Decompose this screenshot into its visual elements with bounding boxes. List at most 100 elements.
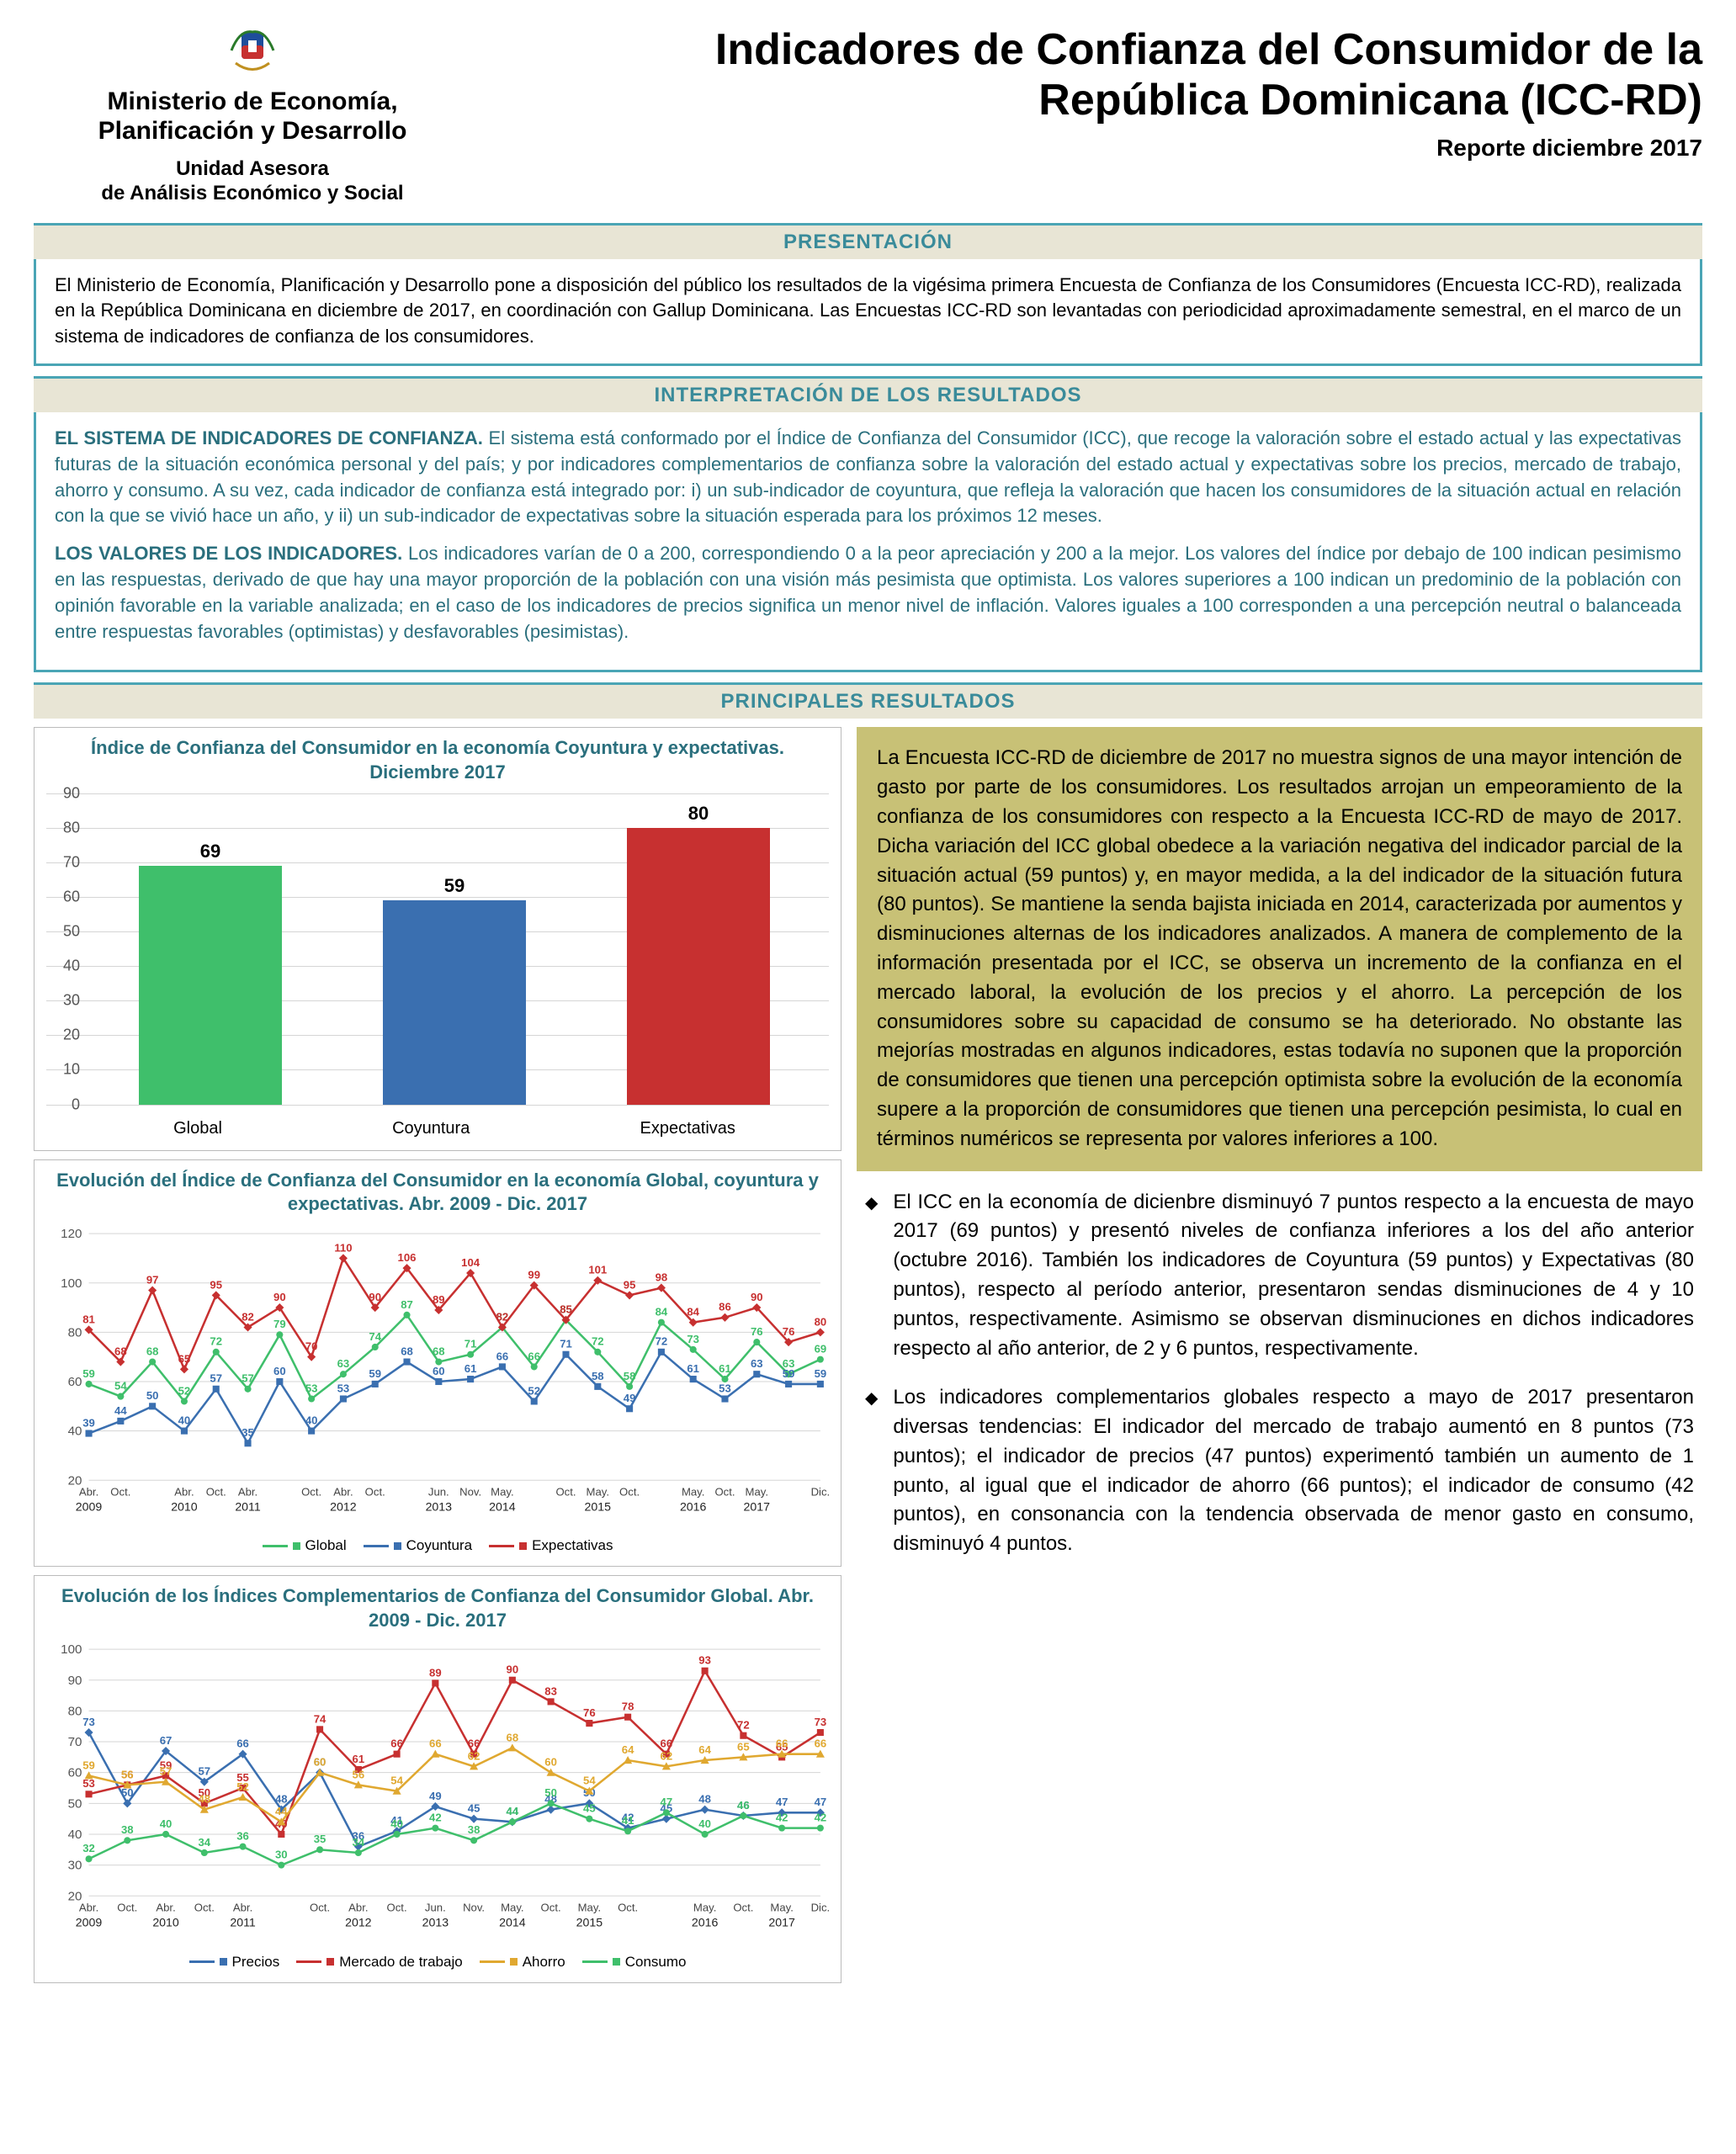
svg-text:40: 40 — [698, 1817, 711, 1830]
svg-text:47: 47 — [776, 1796, 788, 1809]
svg-text:2014: 2014 — [489, 1499, 516, 1513]
svg-text:76: 76 — [583, 1706, 596, 1719]
svg-text:63: 63 — [337, 1357, 350, 1370]
svg-text:62: 62 — [661, 1750, 673, 1763]
charts-column: Índice de Confianza del Consumidor en la… — [34, 727, 841, 1991]
ministry-name: Ministerio de Economía, Planificación y … — [34, 88, 471, 146]
bullet-icon: ◆ — [865, 1387, 878, 1559]
report-date: Reporte diciembre 2017 — [496, 135, 1702, 162]
legend-item: Global — [263, 1537, 347, 1554]
svg-text:70: 70 — [305, 1340, 318, 1352]
svg-text:65: 65 — [178, 1352, 191, 1365]
svg-text:98: 98 — [656, 1271, 668, 1283]
svg-text:67: 67 — [160, 1734, 173, 1747]
svg-text:47: 47 — [661, 1796, 673, 1809]
svg-text:56: 56 — [121, 1769, 134, 1781]
svg-text:2009: 2009 — [76, 1499, 103, 1513]
svg-text:66: 66 — [496, 1350, 509, 1362]
svg-text:May.: May. — [587, 1485, 609, 1498]
svg-text:104: 104 — [461, 1256, 480, 1269]
svg-text:38: 38 — [468, 1824, 480, 1837]
svg-text:89: 89 — [429, 1667, 442, 1679]
svg-text:Oct.: Oct. — [117, 1902, 137, 1914]
svg-text:42: 42 — [776, 1812, 788, 1824]
svg-text:76: 76 — [783, 1325, 795, 1338]
svg-text:52: 52 — [528, 1384, 540, 1397]
svg-text:95: 95 — [624, 1278, 636, 1291]
svg-text:80: 80 — [815, 1315, 827, 1328]
svg-text:May.: May. — [491, 1485, 513, 1498]
svg-text:2012: 2012 — [345, 1916, 372, 1929]
svg-text:30: 30 — [275, 1849, 288, 1861]
bullet-text: El ICC en la economía de dicienbre dismi… — [893, 1188, 1694, 1364]
section-interpretacion-title: INTERPRETACIÓN DE LOS RESULTADOS — [34, 376, 1702, 412]
svg-text:Dic.: Dic. — [811, 1485, 829, 1498]
svg-text:95: 95 — [210, 1278, 222, 1291]
bullet-list: ◆El ICC en la economía de dicienbre dism… — [857, 1188, 1702, 1560]
svg-text:74: 74 — [369, 1330, 381, 1343]
svg-text:63: 63 — [751, 1357, 763, 1370]
line-chart-icc: Evolución del Índice de Confianza del Co… — [34, 1159, 841, 1568]
chart-legend: Precios Mercado de trabajo Ahorro Consum… — [46, 1950, 829, 1971]
svg-text:50: 50 — [146, 1389, 159, 1402]
svg-text:2013: 2013 — [426, 1499, 453, 1513]
svg-text:68: 68 — [114, 1345, 127, 1357]
svg-text:93: 93 — [698, 1654, 711, 1667]
svg-text:74: 74 — [314, 1713, 326, 1726]
svg-text:Abr.: Abr. — [238, 1485, 257, 1498]
svg-text:60: 60 — [68, 1766, 82, 1780]
svg-text:72: 72 — [737, 1719, 750, 1732]
svg-text:72: 72 — [656, 1334, 668, 1347]
svg-text:53: 53 — [82, 1778, 95, 1791]
svg-text:40: 40 — [390, 1817, 403, 1830]
section-presentacion-title: PRESENTACIÓN — [34, 223, 1702, 259]
bullet-text: Los indicadores complementarios globales… — [893, 1383, 1694, 1559]
svg-text:Nov.: Nov. — [459, 1485, 481, 1498]
svg-text:2013: 2013 — [422, 1916, 449, 1929]
svg-text:71: 71 — [465, 1337, 477, 1350]
svg-text:54: 54 — [114, 1379, 127, 1392]
svg-text:57: 57 — [160, 1765, 173, 1778]
svg-text:66: 66 — [390, 1738, 403, 1750]
svg-text:30: 30 — [68, 1859, 82, 1873]
svg-text:Abr.: Abr. — [333, 1485, 353, 1498]
svg-text:78: 78 — [622, 1700, 634, 1713]
interp-p1: EL SISTEMA DE INDICADORES DE CONFIANZA. … — [55, 426, 1681, 529]
svg-text:79: 79 — [273, 1318, 286, 1330]
svg-text:86: 86 — [719, 1300, 731, 1313]
svg-text:May.: May. — [578, 1902, 601, 1914]
svg-text:68: 68 — [433, 1345, 445, 1357]
svg-text:80: 80 — [68, 1325, 82, 1340]
header: Ministerio de Economía, Planificación y … — [34, 25, 1702, 206]
svg-text:58: 58 — [624, 1370, 636, 1382]
svg-text:59: 59 — [82, 1759, 95, 1772]
svg-text:60: 60 — [68, 1375, 82, 1389]
svg-text:Oct.: Oct. — [301, 1485, 321, 1498]
svg-text:60: 60 — [314, 1756, 326, 1769]
svg-text:70: 70 — [68, 1735, 82, 1749]
svg-text:58: 58 — [592, 1370, 604, 1382]
svg-text:84: 84 — [656, 1305, 668, 1318]
svg-text:49: 49 — [624, 1392, 636, 1404]
svg-text:76: 76 — [751, 1325, 763, 1338]
svg-text:Oct.: Oct. — [619, 1485, 640, 1498]
svg-text:2015: 2015 — [576, 1916, 603, 1929]
svg-text:Abr.: Abr. — [79, 1902, 98, 1914]
line-chart-complementarios: Evolución de los Índices Complementarios… — [34, 1575, 841, 1983]
svg-text:73: 73 — [82, 1716, 95, 1728]
svg-text:83: 83 — [544, 1685, 557, 1698]
svg-text:90: 90 — [507, 1663, 519, 1676]
unit-line2: de Análisis Económico y Social — [34, 182, 471, 206]
svg-text:46: 46 — [737, 1799, 750, 1812]
svg-text:Jun.: Jun. — [428, 1485, 449, 1498]
svg-text:2009: 2009 — [76, 1916, 103, 1929]
svg-text:May.: May. — [693, 1902, 716, 1914]
svg-text:59: 59 — [783, 1367, 795, 1380]
svg-text:May.: May. — [501, 1902, 523, 1914]
svg-text:Abr.: Abr. — [348, 1902, 368, 1914]
svg-text:34: 34 — [353, 1836, 365, 1849]
svg-text:50: 50 — [121, 1787, 134, 1800]
legend-item: Precios — [189, 1954, 280, 1971]
svg-text:47: 47 — [815, 1796, 827, 1809]
svg-text:57: 57 — [242, 1371, 254, 1384]
